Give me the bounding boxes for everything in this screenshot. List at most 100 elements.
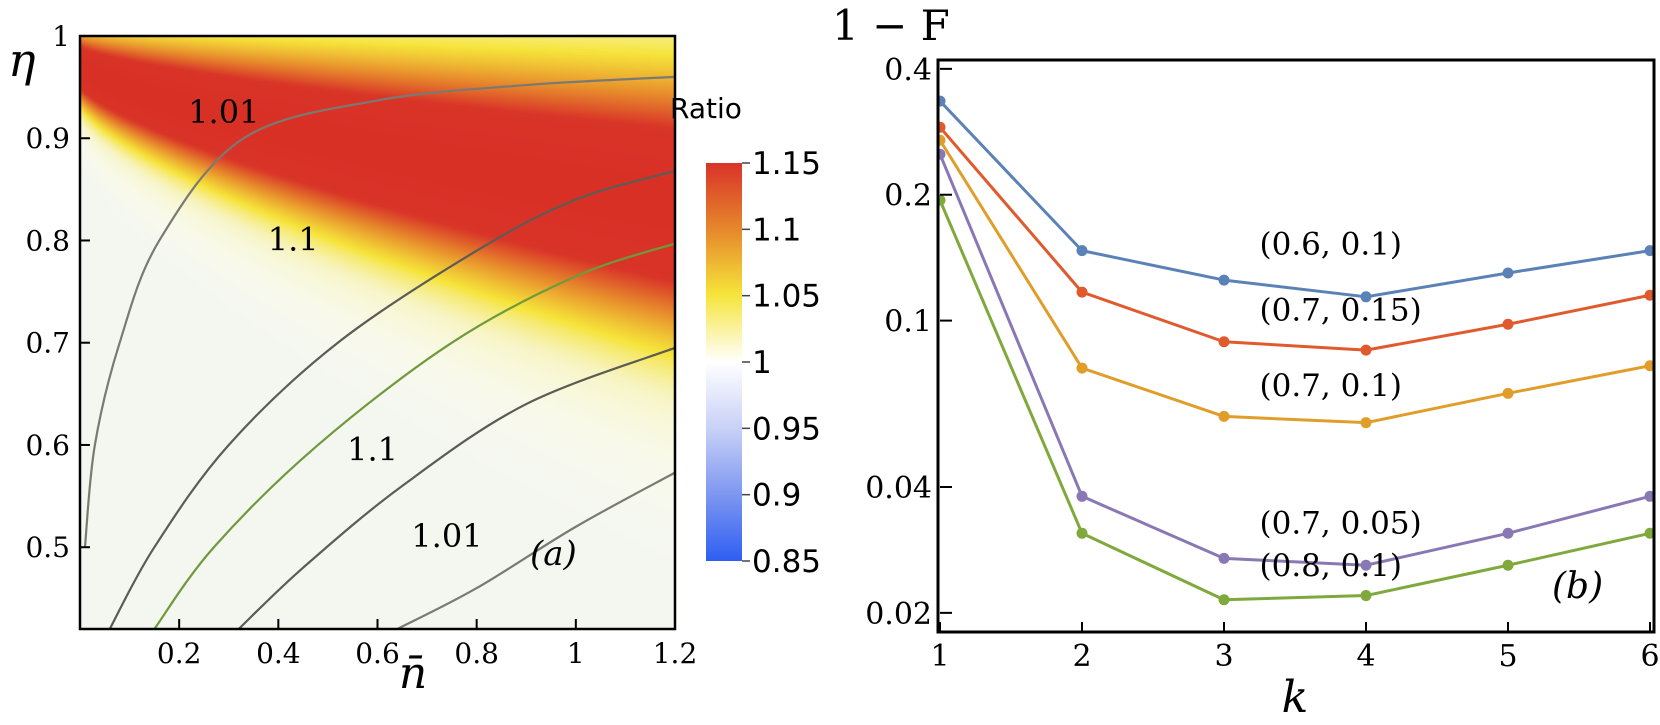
line-chart-x-tick-label: 1: [930, 639, 949, 674]
heatmap-x-axis-label: n̄: [399, 648, 427, 699]
series-3-point: [1644, 360, 1654, 372]
series-label-1: (0.6, 0.1): [1260, 226, 1403, 262]
heatmap-x-tick-label: 1.2: [653, 637, 698, 670]
line-chart-x-tick-label: 2: [1072, 639, 1091, 674]
contour-label-2: 1.1: [268, 221, 319, 259]
series-line-1: [938, 100, 1651, 299]
heatmap-y-tick-label: 0.6: [25, 429, 70, 462]
colorbar-tick-label: 1.1: [752, 212, 801, 248]
heatmap-x-ticks: 0.2 0.4 0.6 0.8 1 1.2: [157, 619, 697, 670]
series-2-point: [1360, 344, 1372, 356]
heatmap-y-axis-label: η: [8, 33, 36, 87]
heatmap-x-tick-label: 0.4: [256, 637, 301, 670]
contour-line-1: [83, 75, 675, 548]
line-chart-y-tick-label: 0.4: [884, 53, 932, 88]
colorbar-tick-label: 0.95: [752, 411, 821, 447]
heatmap-x-tick-label: 0.6: [355, 637, 400, 670]
contour-label-4: 1.01: [411, 517, 482, 555]
colorbar-tick-label: 0.85: [752, 544, 821, 580]
series-5-point: [1218, 594, 1230, 606]
colorbar-ticks: 1.15 1.1 1.05 1 0.95 0.9 0.85: [742, 146, 821, 580]
series-5-point: [1360, 590, 1372, 602]
series-2-point: [1502, 318, 1514, 330]
series-label-4: (0.7, 0.05): [1260, 505, 1422, 541]
series-3-point: [1502, 387, 1514, 399]
heatmap-field: [80, 36, 675, 629]
heatmap-y-tick-label: 1: [52, 20, 70, 53]
colorbar-tick-label: 0.9: [752, 478, 801, 514]
series-1-point: [938, 95, 946, 107]
series-5-point: [938, 194, 946, 206]
series-1-point: [1360, 291, 1372, 303]
series-line-4: [938, 153, 1651, 567]
colorbar-gradient: [706, 163, 742, 561]
series-1-point: [1076, 245, 1088, 257]
line-chart-panel-label: (b): [1552, 566, 1603, 607]
contour-line-4: [237, 346, 675, 629]
line-chart-x-tick-label: 4: [1356, 639, 1375, 674]
colorbar-tick-label: 1.05: [752, 279, 821, 315]
series-1-point: [1502, 267, 1514, 279]
series-label-3: (0.7, 0.1): [1260, 368, 1403, 404]
heatmap-x-tick-label: 1: [567, 637, 585, 670]
line-chart-title: 1 − F: [832, 1, 950, 50]
series-2-point: [1076, 286, 1088, 298]
series-5-point: [1644, 527, 1654, 539]
series-1-point: [1218, 274, 1230, 286]
series-4-point: [938, 148, 946, 160]
contour-line-2: [108, 169, 675, 629]
series-5-point: [1502, 559, 1514, 571]
series-4-point: [1644, 490, 1654, 502]
line-chart-x-tick-label: 3: [1214, 639, 1233, 674]
contour-label-layer: 1.01 1.1 1.1 1.01: [188, 93, 482, 555]
series-line-2: [938, 126, 1651, 352]
heatmap-x-tick-label: 0.2: [157, 637, 202, 670]
series-4-point: [1502, 527, 1514, 539]
heatmap-y-tick-label: 0.8: [25, 224, 70, 257]
series-4-point: [1360, 559, 1372, 571]
line-chart-y-tick-label: 0.2: [884, 179, 932, 214]
line-chart-y-ticks: 0.4 0.2 0.1 0.04 0.02: [865, 53, 952, 632]
series-4-point: [1218, 552, 1230, 564]
line-chart-frame: [936, 58, 1656, 634]
series-2-point: [1218, 336, 1230, 348]
line-chart-x-tick-label: 6: [1640, 639, 1659, 674]
line-chart-x-axis-label: k: [1282, 672, 1309, 723]
series-layer: [938, 95, 1654, 606]
series-3-point: [1360, 417, 1372, 429]
line-chart-y-tick-label: 0.04: [865, 471, 932, 506]
line-chart-y-tick-label: 0.02: [865, 597, 932, 632]
heatmap-panel-label: (a): [530, 534, 577, 574]
heatmap-panel: 1.011.11.11.01 0.2 0.4 0.6 0.8 1 1.2 0.50.60.…: [8, 20, 697, 699]
heatmap-x-tick-label: 0.8: [454, 637, 499, 670]
colorbar-tick-label: 1.15: [752, 146, 821, 182]
heatmap-y-tick-label: 0.7: [25, 327, 70, 360]
series-3-point: [1218, 410, 1230, 422]
contour-label-1: 1.01: [188, 93, 259, 131]
series-2-point: [1644, 289, 1654, 301]
heatmap-y-tick-label: 0.5: [25, 531, 70, 564]
line-chart-panel: 1 − F (0.6, 0.1)(0.7, 0.15)(0.7, 0.1)(0.…: [832, 1, 1660, 723]
line-chart-x-tick-label: 5: [1498, 639, 1517, 674]
colorbar-tick-label: 1: [752, 345, 772, 381]
series-line-3: [938, 139, 1651, 425]
series-5-point: [1076, 527, 1088, 539]
series-label-2: (0.7, 0.15): [1260, 293, 1422, 329]
heatmap-y-tick-label: 0.9: [25, 122, 70, 155]
series-label-layer: (0.6, 0.1) (0.7, 0.15) (0.7, 0.1) (0.7, 0.0…: [1260, 226, 1422, 584]
contour-line-3: [153, 242, 675, 629]
line-chart-y-tick-label: 0.1: [884, 305, 932, 340]
colorbar-title: Ratio: [670, 92, 742, 125]
heatmap-y-ticks: 0.5 0.6 0.7 0.8 0.9 1: [25, 20, 90, 564]
contour-layer: [83, 75, 675, 629]
series-3-point: [938, 134, 946, 146]
series-line-5: [938, 199, 1651, 602]
series-1-point: [1644, 245, 1654, 257]
contour-line-5: [396, 471, 675, 629]
series-label-5: (0.8, 0.1): [1260, 548, 1403, 584]
line-chart-x-ticks: 1 2 3 4 5 6: [930, 622, 1660, 674]
contour-label-3: 1.1: [347, 430, 398, 468]
series-2-point: [938, 121, 946, 133]
colorbar: Ratio 1.15 1.1 1.05 1 0.95 0.9 0.85: [670, 92, 821, 580]
